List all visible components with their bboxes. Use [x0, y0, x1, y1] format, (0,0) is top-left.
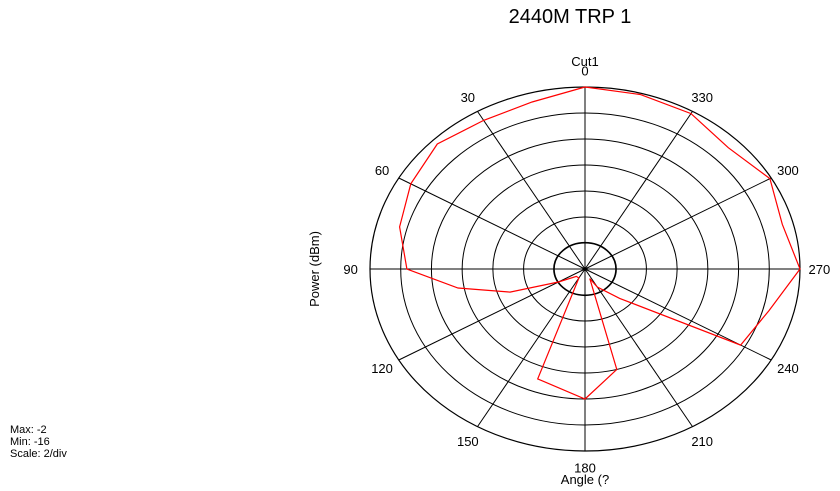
angle-tick-label: 330 — [691, 90, 713, 105]
angle-tick-labels: 0 30 60 90 120 150 180 210 240 270 300 330 — [343, 64, 830, 476]
angle-tick-label: 300 — [777, 163, 799, 178]
stats-min: Min: -16 — [10, 436, 50, 448]
page-title: 2440M TRP 1 — [508, 6, 632, 28]
series-line — [398, 86, 801, 400]
chart-title: Cut1 — [571, 54, 598, 69]
grid-spoke — [477, 268, 586, 427]
y-axis-label: Power (dBm) — [307, 231, 322, 307]
series-layer — [398, 86, 801, 400]
angle-tick-label: 0 — [581, 64, 588, 79]
angle-tick-label: 210 — [691, 434, 713, 449]
stats-scale: Scale: 2/div — [10, 448, 67, 460]
polar-grid — [369, 86, 801, 452]
stats-panel: Max: -2 Min: -16 Scale: 2/div — [10, 424, 67, 460]
angle-tick-label: 240 — [777, 361, 799, 376]
grid-spoke — [584, 268, 693, 427]
angle-tick-label: 30 — [461, 90, 475, 105]
angle-tick-label: 120 — [371, 361, 393, 376]
grid-spoke — [398, 177, 586, 270]
angle-tick-label: 180 — [574, 460, 596, 475]
grid-spoke — [584, 177, 772, 270]
angle-tick-label: 270 — [808, 262, 830, 277]
angle-tick-label: 150 — [457, 434, 479, 449]
grid-spoke — [398, 268, 586, 361]
stats-max: Max: -2 — [10, 424, 47, 436]
angle-tick-label: 60 — [375, 163, 389, 178]
grid-spoke — [584, 111, 693, 270]
x-axis-label: Angle (? — [561, 472, 609, 487]
grid-spoke — [477, 111, 586, 270]
grid-spoke — [584, 268, 772, 361]
angle-tick-label: 90 — [343, 262, 357, 277]
